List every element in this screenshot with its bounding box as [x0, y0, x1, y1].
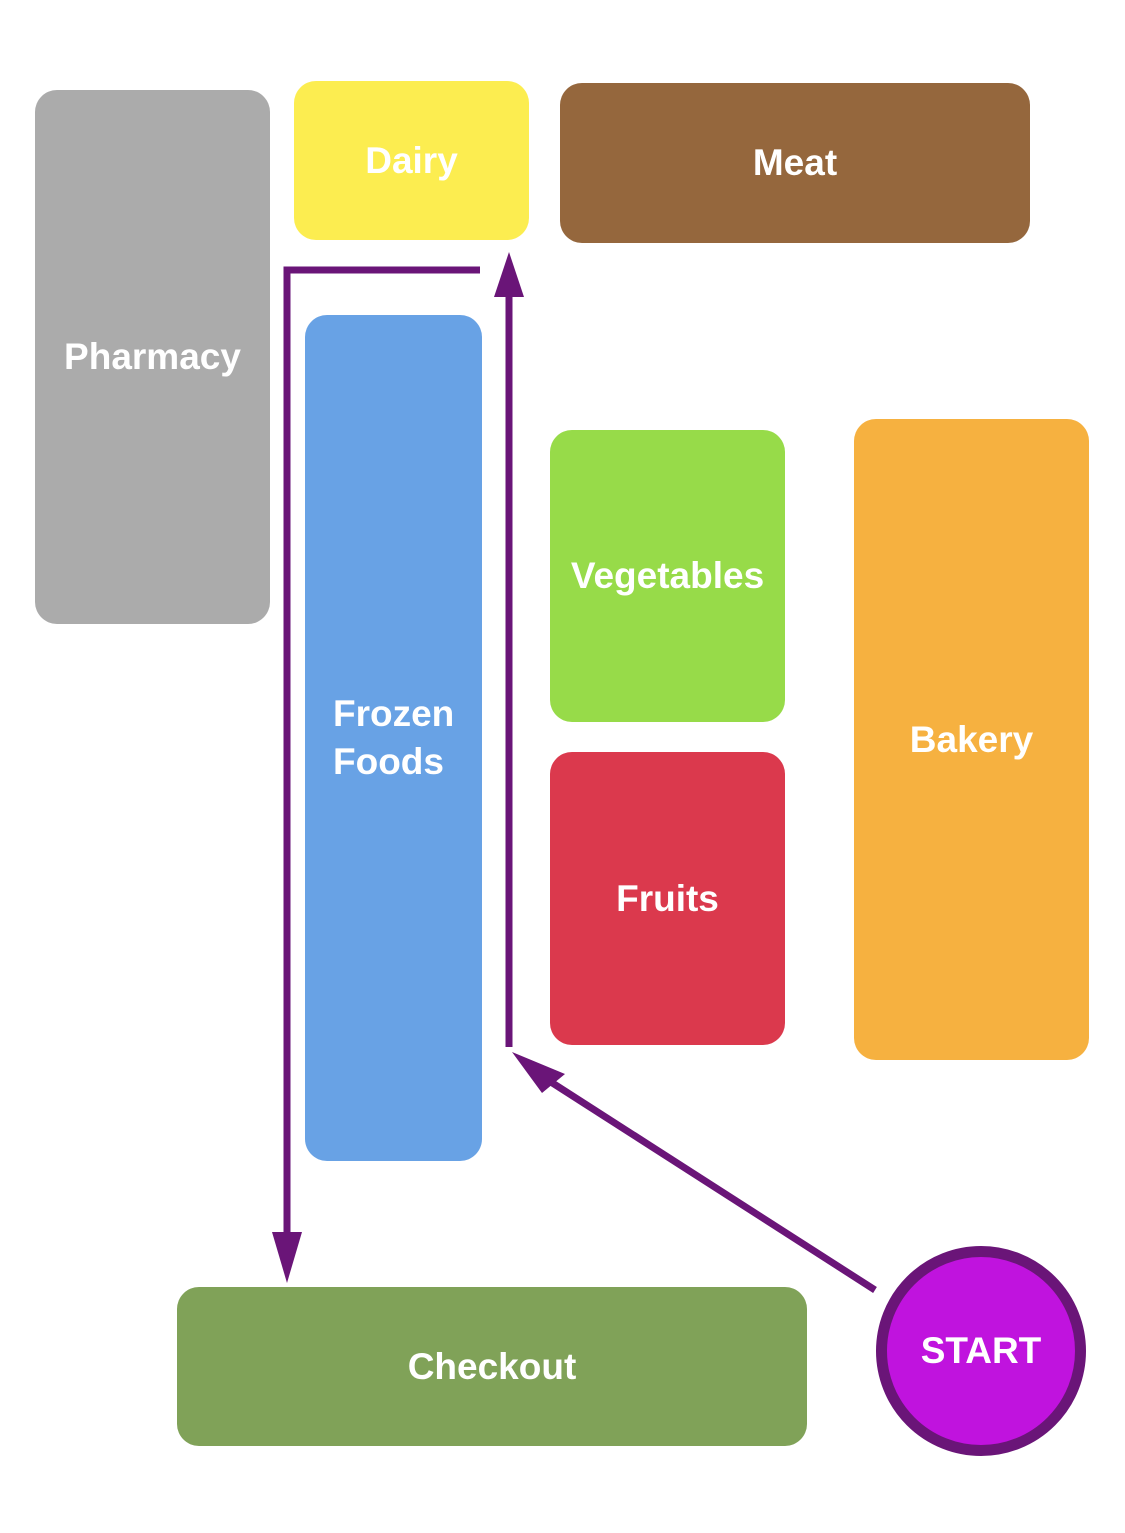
- section-bakery-label: Bakery: [909, 718, 1034, 760]
- start-label: START: [920, 1330, 1042, 1371]
- route-arrowhead-checkout: [272, 1232, 302, 1283]
- section-fruits-label: Fruits: [616, 877, 719, 919]
- section-pharmacy-label: Pharmacy: [64, 336, 241, 377]
- section-fruits: Fruits: [550, 752, 785, 1045]
- route-arrowhead-dairy: [494, 252, 524, 297]
- start-badge: START: [876, 1246, 1086, 1456]
- section-dairy-label: Dairy: [365, 139, 458, 181]
- section-vegetables-label: Vegetables: [570, 555, 765, 596]
- route-segment-start-to-aisle: [538, 1072, 877, 1293]
- section-checkout-label: Checkout: [407, 1345, 577, 1387]
- section-frozen-foods-label-line1: Frozen: [333, 693, 455, 734]
- section-pharmacy: Pharmacy: [35, 90, 270, 624]
- section-checkout: Checkout: [177, 1287, 807, 1446]
- section-frozen-foods: Frozen Foods: [305, 315, 482, 1161]
- section-meat: Meat: [560, 83, 1030, 243]
- section-dairy: Dairy: [294, 81, 529, 240]
- section-bakery: Bakery: [854, 419, 1089, 1060]
- section-vegetables: Vegetables: [550, 430, 785, 722]
- route-arrowhead-aisle-entry: [512, 1052, 565, 1093]
- section-frozen-foods-label-line2: Foods: [333, 741, 444, 782]
- section-meat-label: Meat: [752, 142, 838, 183]
- section-frozen-foods-label: Frozen Foods: [333, 690, 454, 786]
